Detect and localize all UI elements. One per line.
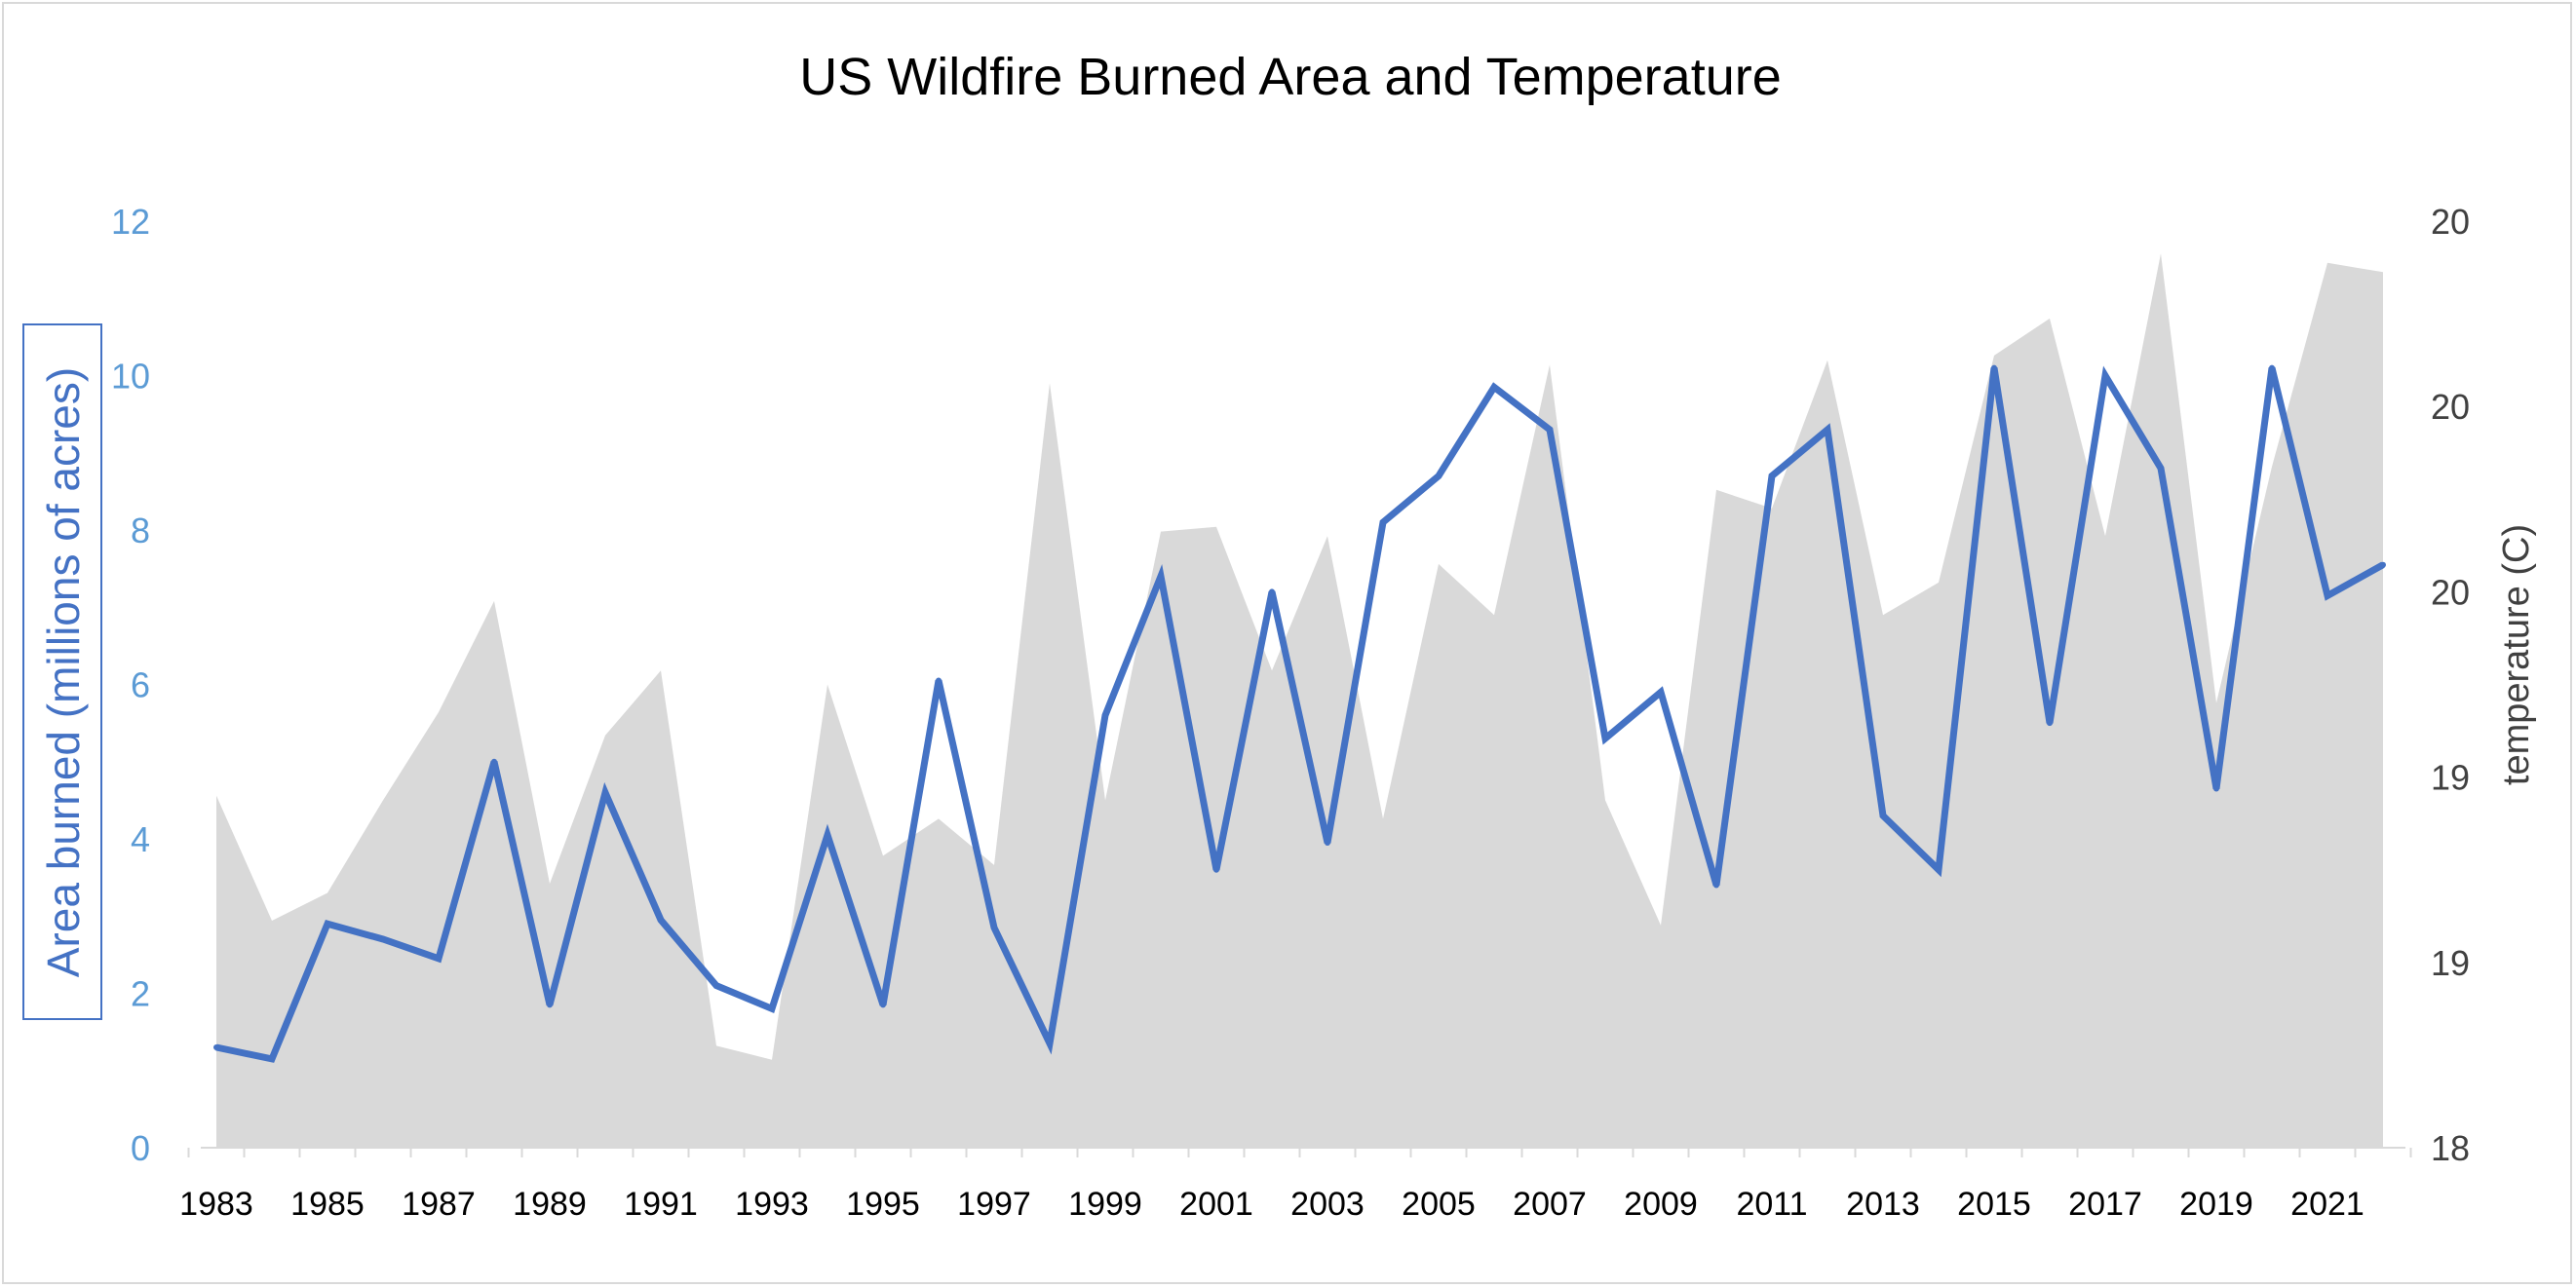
area-burned-point — [380, 936, 386, 942]
area-burned-point — [936, 677, 942, 684]
x-tick-label: 1989 — [513, 1186, 587, 1223]
area-burned-point — [880, 1002, 886, 1008]
y-left-tick-label: 2 — [131, 974, 150, 1014]
x-tick-label: 1983 — [179, 1186, 253, 1223]
area-burned-point — [1713, 882, 1719, 889]
area-burned-point — [325, 921, 330, 928]
x-tick-label: 1995 — [846, 1186, 920, 1223]
area-burned-point — [2213, 785, 2219, 792]
area-burned-point — [1491, 384, 1497, 391]
area-burned-point — [1213, 866, 1219, 873]
area-burned-point — [2102, 372, 2108, 379]
area-burned-point — [1825, 427, 1830, 433]
x-tick-label: 2017 — [2068, 1186, 2142, 1223]
y-left-tick-label: 6 — [131, 665, 150, 705]
area-burned-line-layer — [213, 364, 2386, 1063]
chart-svg: US Wildfire Burned Area and Temperature … — [22, 48, 2537, 1223]
y-axis-left-title: Area burned (millions of acres) — [38, 367, 89, 977]
area-burned-point — [491, 758, 497, 765]
area-burned-point — [1991, 364, 1997, 371]
x-tick-marks — [187, 1148, 2412, 1157]
y-axis-right-ticks: 18 19 19 20 20 20 — [2431, 202, 2470, 1168]
y-right-tick-label: 19 — [2431, 758, 2470, 798]
area-burned-point — [658, 917, 664, 924]
x-tick-label: 2001 — [1179, 1186, 1253, 1223]
area-burned-point — [269, 1055, 275, 1062]
area-burned-point — [769, 1005, 775, 1012]
y-left-tick-label: 4 — [131, 819, 150, 859]
area-burned-point — [213, 1044, 219, 1050]
area-burned-point — [2325, 592, 2330, 599]
x-tick-label: 1991 — [624, 1186, 698, 1223]
temperature-area-layer — [216, 253, 2383, 1148]
y-axis-right-title: temperature (C) — [2496, 524, 2537, 785]
area-burned-point — [1047, 1041, 1053, 1046]
x-tick-label: 1985 — [290, 1186, 365, 1223]
area-burned-point — [1769, 473, 1775, 479]
area-burned-point — [713, 982, 719, 989]
x-tick-label: 2005 — [1402, 1186, 1476, 1223]
area-burned-point — [1436, 473, 1442, 479]
area-burned-point — [1936, 866, 1942, 873]
area-burned-point — [547, 1002, 553, 1008]
x-tick-label: 2021 — [2290, 1186, 2365, 1223]
area-burned-point — [2269, 364, 2275, 371]
area-burned-point — [602, 789, 608, 796]
y-right-tick-label: 18 — [2431, 1128, 2470, 1168]
x-axis-tick-labels: 1983 1985 1987 1989 1991 1993 1995 1997 1999 2001… — [179, 1186, 2365, 1223]
area-burned-point — [1602, 736, 1608, 741]
area-burned-point — [1102, 712, 1108, 719]
y-right-tick-label: 20 — [2431, 202, 2470, 242]
area-burned-point — [1880, 813, 1886, 819]
area-burned-point — [1269, 588, 1275, 595]
y-right-tick-label: 19 — [2431, 943, 2470, 983]
x-tick-label: 2013 — [1846, 1186, 1920, 1223]
y-axis-left-title-box — [22, 323, 102, 1020]
area-burned-point — [2047, 720, 2053, 727]
x-tick-label: 2007 — [1513, 1186, 1587, 1223]
x-tick-label: 1987 — [402, 1186, 476, 1223]
y-left-tick-label: 0 — [131, 1128, 150, 1168]
area-burned-point — [1380, 519, 1386, 526]
y-left-tick-label: 8 — [131, 511, 150, 550]
area-burned-point — [2158, 465, 2164, 472]
area-burned-point — [2380, 561, 2386, 568]
area-burned-line — [215, 365, 2385, 1063]
y-right-tick-label: 20 — [2431, 387, 2470, 427]
area-burned-point — [1325, 840, 1330, 846]
temperature-area — [216, 253, 2383, 1148]
y-left-tick-label: 12 — [111, 202, 150, 242]
x-tick-label: 2019 — [2179, 1186, 2253, 1223]
chart-title: US Wildfire Burned Area and Temperature — [799, 48, 1782, 106]
y-left-tick-label: 10 — [111, 357, 150, 397]
area-burned-point — [991, 925, 997, 931]
y-right-tick-label: 20 — [2431, 572, 2470, 612]
x-tick-label: 2003 — [1290, 1186, 1365, 1223]
x-tick-label: 1993 — [735, 1186, 809, 1223]
area-burned-point — [1158, 573, 1164, 580]
area-burned-point — [1547, 427, 1553, 433]
area-burned-point — [1658, 689, 1664, 696]
x-tick-label: 2009 — [1624, 1186, 1698, 1223]
x-tick-label: 2011 — [1736, 1186, 1807, 1223]
x-tick-label: 2015 — [1957, 1186, 2031, 1223]
y-axis-left-ticks: 0 2 4 6 8 10 12 — [111, 202, 150, 1168]
x-tick-label: 1999 — [1068, 1186, 1142, 1223]
x-tick-label: 1997 — [957, 1186, 1031, 1223]
area-burned-point — [825, 832, 830, 838]
area-burned-point — [436, 955, 442, 962]
